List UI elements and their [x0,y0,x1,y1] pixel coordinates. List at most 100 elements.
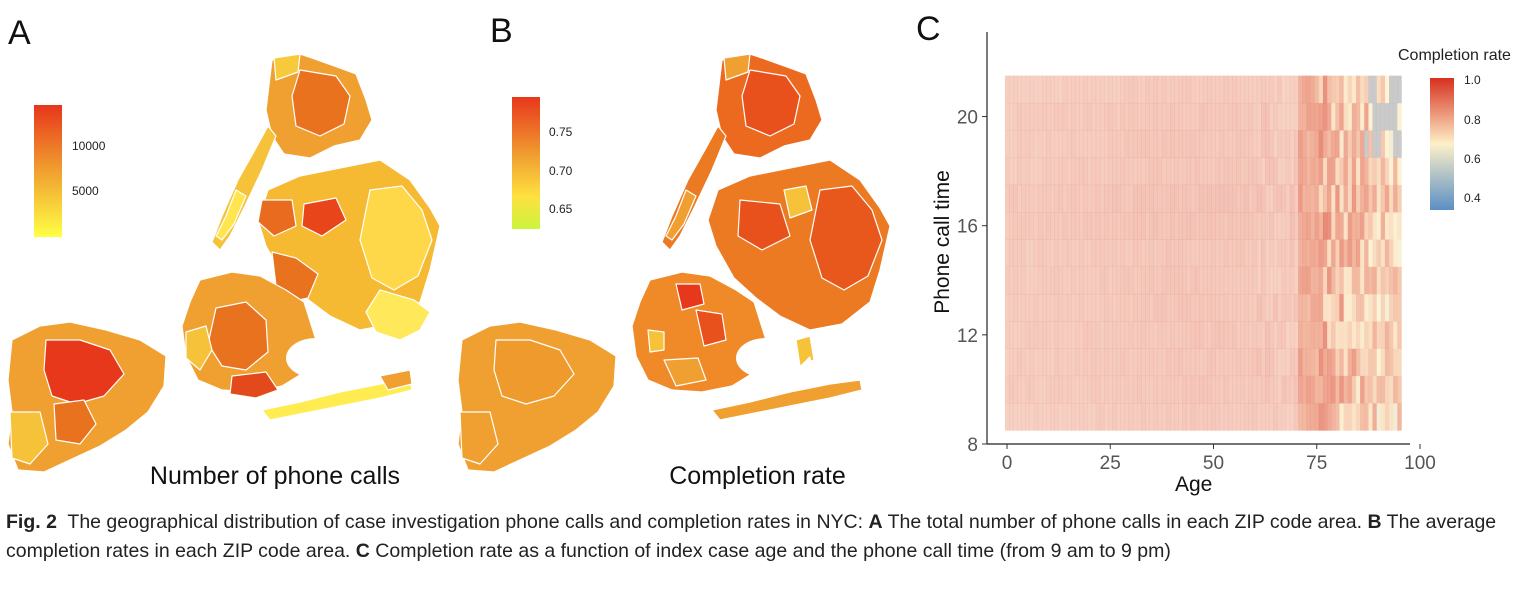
heatmap-cell [1393,157,1398,186]
heatmap-cell [1285,157,1291,186]
heatmap-cell [1294,157,1299,186]
heatmap-cell [1174,75,1179,104]
heatmap-cell [1013,102,1018,131]
heatmap-cell [1223,293,1229,322]
heatmap-cell [1137,157,1142,186]
heatmap-cell [1368,348,1373,377]
heatmap-cell [1194,403,1200,431]
heatmap-cell [1099,293,1105,322]
heatmap-cell [1149,375,1154,404]
heatmap-cell [1256,130,1262,158]
heatmap-cell [1376,321,1382,349]
heatmap-cell [1314,403,1320,431]
heatmap-cell [1087,102,1092,131]
heatmap-cell [1351,157,1357,186]
heatmap-cell [1033,403,1039,431]
heatmap-cell [1215,348,1220,377]
heatmap-cell [1347,212,1353,240]
heatmap-cell [1380,348,1386,377]
heatmap-cell [1343,375,1349,404]
heatmap-cell [1021,102,1026,131]
heatmap-cell [1124,75,1130,104]
heatmap-cell [1083,239,1088,267]
heatmap-cell [1339,130,1344,158]
heatmap-cell [1318,239,1324,267]
heatmap-cell [1025,75,1031,104]
heatmap-cell [1137,239,1142,267]
heatmap-cell [1083,403,1088,431]
heatmap-cell [1265,212,1270,240]
heatmap-cell [1389,157,1394,186]
heatmap-cell [1025,348,1031,377]
heatmap-cell [1252,403,1258,431]
heatmap-cell [1281,239,1287,267]
panel-a-label: A [8,14,31,52]
heatmap-cell [1009,75,1014,104]
heatmap-cell [1108,212,1113,240]
heatmap-cell [1042,403,1047,431]
heatmap-cell [1066,375,1072,404]
heatmap-cell [1083,75,1088,104]
heatmap-cell [1384,293,1390,322]
heatmap-cell [1033,102,1039,131]
heatmap-cell [1335,102,1340,131]
heatmap-cell [1170,157,1175,186]
heatmap-cell [1281,403,1287,431]
heatmap-cell [1050,293,1055,322]
heatmap-cell [1137,375,1142,404]
heatmap-cell [1360,212,1365,240]
heatmap-cell [1240,375,1245,404]
heatmap-cell [1203,266,1208,295]
heatmap-cell [1364,212,1369,240]
heatmap-cell [1223,102,1229,131]
heatmap-cell [1302,348,1307,377]
heatmap-cell [1161,157,1167,186]
heatmap-cell [1289,375,1295,404]
heatmap-cell [1141,266,1146,295]
heatmap-cell [1042,239,1047,267]
heatmap-cell [1376,266,1382,295]
heatmap-cell [1269,348,1274,377]
heatmap-cell [1384,75,1390,104]
heatmap-cell [1166,102,1171,131]
heatmap-cell [1095,348,1101,377]
heatmap-cell [1322,239,1328,267]
heatmap-cell [1071,157,1076,186]
heatmap-cell [1013,239,1018,267]
heatmap-cell [1223,403,1229,431]
heatmap-cell [1294,321,1299,349]
heatmap-cell [1145,293,1150,322]
panel-b-legend-tick: 0.65 [549,202,573,216]
heatmap-cell [1062,212,1068,240]
heatmap-cell [1244,212,1249,240]
heatmap-cell [1380,375,1386,404]
heatmap-cell [1207,102,1212,131]
heatmap-cell [1310,184,1315,213]
heatmap-cell [1277,239,1282,267]
heatmap-cell [1368,102,1373,131]
heatmap-cell [1178,348,1183,377]
heatmap-cell [1310,212,1315,240]
heatmap-cell [1248,403,1254,431]
heatmap-cell [1186,239,1192,267]
heatmap-cell [1190,266,1196,295]
heatmap-cell [1360,184,1365,213]
heatmap-cell [1004,403,1010,431]
heatmap-cell [1327,266,1332,295]
heatmap-cell [1132,403,1138,431]
heatmap-cell [1380,321,1386,349]
heatmap-cell [1166,239,1171,267]
heatmap-cell [1182,212,1187,240]
heatmap-cell [1372,102,1377,131]
heatmap-cell [1157,375,1163,404]
heatmap-cell [1331,321,1336,349]
heatmap-cell [1186,157,1192,186]
heatmap-cell [1128,266,1134,295]
queens-region [301,197,347,237]
heatmap-cell [1013,212,1018,240]
heatmap-cell [1108,102,1113,131]
heatmap-cell [1256,157,1262,186]
heatmap-cell [1211,348,1216,377]
rockaway-region [711,379,863,421]
heatmap-cell [1331,266,1336,295]
